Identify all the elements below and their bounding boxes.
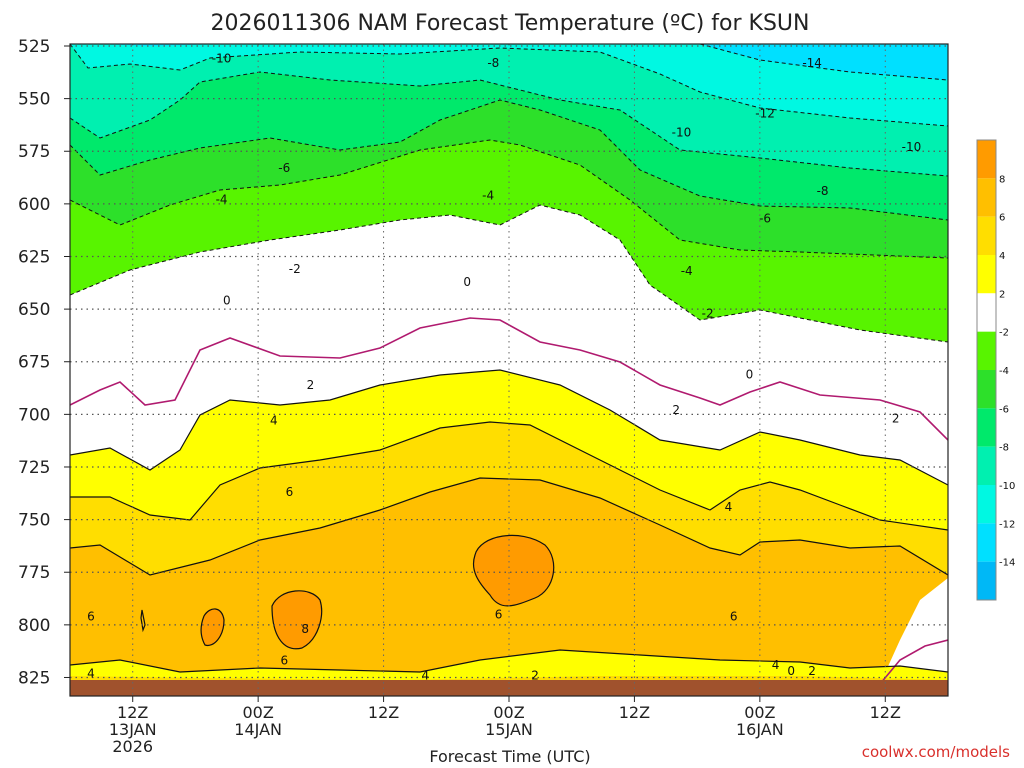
- y-tick-label: 675: [18, 353, 50, 373]
- contours-zero: [70, 317, 948, 685]
- colorbar-frame: [976, 139, 997, 601]
- y-tick-label: 625: [18, 247, 50, 267]
- colorbar-swatch: [977, 178, 996, 217]
- x-tick-label: 12Z: [619, 703, 650, 722]
- y-tick-label: 600: [18, 195, 50, 215]
- credit-text: coolwx.com/models: [862, 743, 1010, 761]
- band-plus-8-left: [272, 590, 322, 649]
- colorbar: 8 6 4 2 -2 -4 -6 -8 -10 -12 -14: [976, 139, 1015, 601]
- contour-label: 0: [463, 275, 471, 289]
- chart-title: 2026011306 NAM Forecast Temperature (ºC)…: [211, 11, 810, 36]
- contour-label: 2: [531, 668, 539, 682]
- y-tick-label: 700: [18, 405, 50, 425]
- gridlines: [70, 44, 948, 696]
- x-tick-label: 16JAN: [736, 720, 784, 739]
- contour-label: -8: [487, 56, 499, 70]
- y-tick-label: 825: [18, 668, 50, 688]
- contour-label: -4: [216, 193, 228, 207]
- contour-label: -10: [672, 125, 692, 139]
- contour-label: 2: [307, 378, 315, 392]
- contour-label: -10: [212, 52, 232, 66]
- contour-label: 6: [280, 654, 288, 668]
- contours-negative: [70, 44, 948, 343]
- contour-label: -12: [755, 106, 775, 120]
- y-axis: 525 550 575 600 625 650 675 700 725 750 775 800 825: [18, 37, 70, 688]
- contour-label: 4: [270, 414, 278, 428]
- y-tick-label: 550: [18, 90, 50, 110]
- contour-label: -8: [817, 184, 829, 198]
- x-tick-label: 12Z: [870, 703, 901, 722]
- contour-label: 4: [772, 658, 780, 672]
- band-plus-8-center: [473, 535, 554, 606]
- contour-label: 0: [746, 367, 754, 381]
- x-tick-label: 12Z: [368, 703, 399, 722]
- x-tick-label: 15JAN: [485, 720, 533, 739]
- colorbar-swatch: [977, 293, 996, 332]
- colorbar-swatch: [977, 216, 996, 255]
- contour-label: 4: [725, 500, 733, 514]
- y-tick-label: 575: [18, 142, 50, 162]
- colorbar-swatch: [977, 446, 996, 485]
- colorbar-swatch: [977, 561, 996, 600]
- colorbar-swatch: [977, 255, 996, 294]
- x-axis-label: Forecast Time (UTC): [429, 747, 590, 766]
- colorbar-label: -10: [999, 481, 1015, 492]
- contour-label: -6: [759, 212, 771, 226]
- colorbar-label: 6: [999, 213, 1005, 224]
- contour-label: 2: [892, 412, 900, 426]
- colorbar-swatch: [977, 408, 996, 447]
- contour-label: -4: [482, 188, 494, 202]
- y-tick-label: 725: [18, 458, 50, 478]
- y-tick-label: 650: [18, 300, 50, 320]
- colorbar-swatch: [977, 523, 996, 562]
- colorbar-label: -6: [999, 404, 1009, 415]
- x-tick-label: 2026: [112, 737, 153, 756]
- contour-label: -2: [289, 262, 301, 276]
- contour-label: 4: [87, 666, 95, 680]
- colorbar-label: -4: [999, 366, 1009, 377]
- colorbar-swatch: [977, 331, 996, 370]
- contour-label: -2: [702, 306, 714, 320]
- contours-positive: [70, 369, 948, 673]
- contour-label: 6: [730, 609, 738, 623]
- contour-label: -10: [902, 140, 922, 154]
- contour-label: 0: [787, 664, 795, 678]
- contour-label: 8: [301, 622, 309, 636]
- x-tick-label: 00Z: [242, 703, 273, 722]
- colorbar-label: 2: [999, 289, 1005, 300]
- colorbar-label: 8: [999, 174, 1005, 185]
- colorbar-label: -2: [999, 328, 1009, 339]
- contour-label: 4: [422, 668, 430, 682]
- contour-label: 6: [87, 609, 95, 623]
- colorbar-swatch: [977, 140, 996, 179]
- contour-label: 6: [286, 485, 294, 499]
- colorbar-label: -14: [999, 558, 1015, 569]
- y-tick-label: 800: [18, 616, 50, 636]
- x-tick-label: 13JAN: [109, 720, 157, 739]
- colorbar-label: 4: [999, 251, 1005, 262]
- contour-label: -14: [802, 56, 822, 70]
- x-tick-label: 12Z: [117, 703, 148, 722]
- contour-label: 0: [223, 294, 231, 308]
- y-tick-label: 525: [18, 37, 50, 57]
- colorbar-label: -8: [999, 443, 1009, 454]
- colorbar-swatch: [977, 370, 996, 409]
- y-tick-label: 750: [18, 511, 50, 531]
- x-tick-label: 14JAN: [234, 720, 282, 739]
- y-tick-label: 775: [18, 563, 50, 583]
- colorbar-swatch: [977, 485, 996, 524]
- contour-labels: -14-12-10-10-10-8-8-6-6-4 -4-4-2-20002224…: [87, 52, 922, 683]
- band-plus-8-small: [201, 608, 224, 646]
- contour-label: 2: [808, 664, 816, 678]
- contour-label: -6: [278, 161, 290, 175]
- contour-label: -4: [681, 264, 693, 278]
- band-minus-2-low: [880, 578, 948, 684]
- contour-label: 2: [672, 403, 680, 417]
- x-tick-label: 00Z: [493, 703, 524, 722]
- x-tick-label: 00Z: [744, 703, 775, 722]
- colorbar-label: -12: [999, 519, 1015, 530]
- contour-label: 6: [495, 607, 503, 621]
